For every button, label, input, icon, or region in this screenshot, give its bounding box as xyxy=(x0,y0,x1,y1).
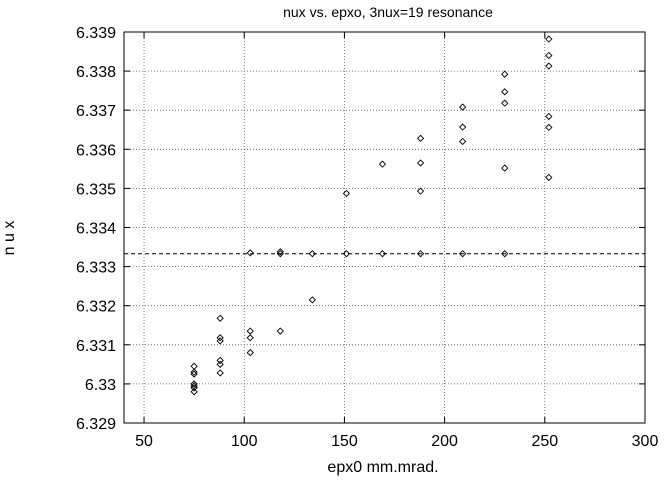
data-point xyxy=(501,164,509,172)
data-point xyxy=(416,134,425,142)
x-tick-label: 200 xyxy=(431,433,458,450)
data-point xyxy=(216,334,224,342)
data-point xyxy=(378,160,387,168)
data-point xyxy=(190,388,198,396)
data-point xyxy=(416,250,425,258)
y-tick-label: 6.331 xyxy=(76,338,116,355)
data-point xyxy=(501,70,509,78)
data-point xyxy=(276,250,284,258)
data-point xyxy=(459,103,467,111)
data-point xyxy=(501,88,509,96)
y-tick-label: 6.339 xyxy=(76,25,116,42)
data-point xyxy=(501,250,509,258)
data-point xyxy=(216,337,224,345)
data-point xyxy=(459,123,467,131)
data-point xyxy=(545,51,553,60)
data-point xyxy=(216,314,224,322)
data-point xyxy=(378,250,387,258)
x-tick-label: 300 xyxy=(632,433,659,450)
axis-ticks xyxy=(124,31,646,424)
data-point xyxy=(190,370,198,378)
data-point xyxy=(246,249,254,257)
data-point xyxy=(246,334,254,342)
y-tick-label: 6.33 xyxy=(85,377,116,394)
data-point xyxy=(276,248,284,256)
y-tick-label: 6.336 xyxy=(76,142,116,159)
y-axis-title: n u x xyxy=(1,221,18,256)
data-point xyxy=(545,35,553,43)
y-tick-label: 6.332 xyxy=(76,299,116,316)
data-point xyxy=(246,327,254,335)
data-point xyxy=(342,250,351,258)
data-point xyxy=(416,187,425,195)
grid-lines xyxy=(124,31,646,424)
data-point xyxy=(190,384,198,392)
y-tick-label: 6.335 xyxy=(76,181,116,198)
data-point xyxy=(459,137,467,146)
x-tick-label: 50 xyxy=(135,433,153,450)
data-point xyxy=(545,112,553,121)
y-tick-label: 6.337 xyxy=(76,103,116,120)
x-tick-label: 250 xyxy=(531,433,558,450)
data-points xyxy=(190,35,553,396)
y-tick-label: 6.338 xyxy=(76,64,116,81)
data-point xyxy=(308,296,316,304)
data-point xyxy=(190,368,198,376)
data-point xyxy=(216,360,224,368)
x-tick-label: 150 xyxy=(331,433,358,450)
data-point xyxy=(545,123,553,132)
data-point xyxy=(501,99,509,107)
data-point xyxy=(545,173,553,182)
data-point xyxy=(216,369,224,377)
data-point xyxy=(190,362,198,370)
y-tick-label: 6.334 xyxy=(76,221,116,238)
x-tick-label: 100 xyxy=(231,433,258,450)
x-axis-title: epx0 mm.mrad. xyxy=(327,459,438,476)
data-point xyxy=(216,356,224,365)
data-point xyxy=(342,189,351,198)
data-point xyxy=(459,250,467,258)
data-point xyxy=(190,380,198,388)
data-point xyxy=(246,348,254,357)
data-point xyxy=(545,62,553,70)
data-point xyxy=(276,327,284,335)
y-tick-label: 6.333 xyxy=(76,260,116,277)
chart-title: nux vs. epxo, 3nux=19 resonance xyxy=(283,4,493,20)
data-point xyxy=(416,159,425,167)
y-tick-label: 6.329 xyxy=(76,416,116,433)
data-point xyxy=(308,250,316,258)
tick-labels: 50 100 150 200 250 300 6.329 6.33 6.331 6.332 6.33… xyxy=(76,25,658,450)
